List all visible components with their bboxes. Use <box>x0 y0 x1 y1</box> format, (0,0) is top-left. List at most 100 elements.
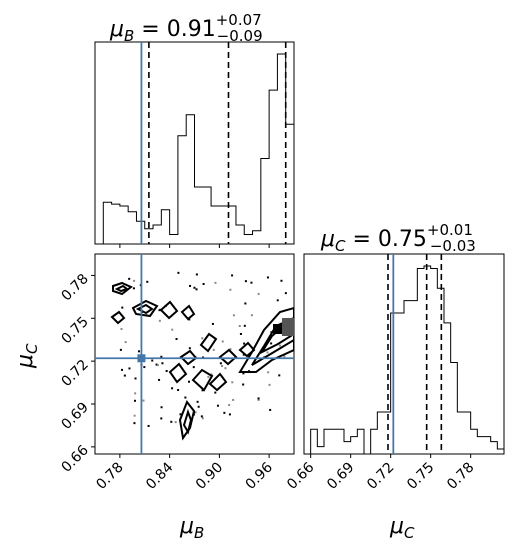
sample-point <box>276 299 279 302</box>
sample-point <box>151 359 154 362</box>
histC-bin <box>377 412 384 454</box>
histB-bin <box>178 136 186 244</box>
sample-point <box>283 355 286 358</box>
sample-point <box>143 366 146 369</box>
histC-bin <box>417 268 424 454</box>
sample-point <box>175 337 178 340</box>
sample-point <box>221 365 224 368</box>
sample-point <box>188 318 191 321</box>
histC-step <box>304 265 504 455</box>
sample-point <box>119 348 122 351</box>
sample-point <box>242 353 245 356</box>
histC-bin <box>457 412 464 454</box>
contour-panel: 0.78 0.84 0.90 0.960.660.690.720.750.78 μB … <box>13 253 295 542</box>
sample-point <box>174 421 177 424</box>
sample-point <box>155 363 158 366</box>
contour-xtick-label: 0.78 <box>93 460 126 493</box>
contour-level <box>251 316 294 366</box>
histB-bin <box>261 159 269 245</box>
contour-frame <box>94 253 295 455</box>
histC-bin <box>357 429 364 454</box>
sample-point <box>266 351 269 354</box>
sample-point <box>267 371 270 374</box>
sample-point <box>216 404 219 407</box>
sample-point <box>160 417 163 420</box>
sample-point <box>189 284 192 287</box>
sample-point <box>128 277 131 280</box>
sample-point <box>284 292 287 295</box>
title-muB-minus: −0.09 <box>217 27 263 45</box>
sample-point <box>243 324 246 327</box>
contour-ytick-label: 0.72 <box>58 357 91 390</box>
sample-point <box>120 328 123 331</box>
xlabel-muB-symbol: μ <box>179 514 194 539</box>
sample-point <box>242 372 245 375</box>
sample-point <box>201 389 204 392</box>
contour-ytick-label: 0.69 <box>58 400 91 433</box>
histB-step <box>95 53 294 245</box>
sample-point <box>229 348 232 351</box>
sample-point <box>158 319 161 322</box>
histB-bin <box>195 187 203 244</box>
sample-point <box>161 362 164 365</box>
contour-level <box>135 303 154 315</box>
histB-bin <box>269 90 277 244</box>
sample-point <box>257 398 260 401</box>
contour-xtick-label: 0.96 <box>243 459 276 492</box>
histC-xtick-label: 0.78 <box>444 460 477 493</box>
sample-point <box>147 424 150 427</box>
contour-level <box>199 332 218 353</box>
contour-level <box>178 399 196 441</box>
contour-level <box>159 300 179 320</box>
sample-point <box>124 341 127 344</box>
histC-bin <box>444 323 451 454</box>
sample-point <box>244 302 247 305</box>
sample-point <box>250 314 253 317</box>
histC-bin <box>471 429 478 454</box>
sample-point <box>238 324 241 327</box>
sample-point <box>146 280 149 283</box>
histC-bin <box>484 437 491 454</box>
sample-point <box>232 398 235 401</box>
contour-level <box>208 372 228 392</box>
sample-point <box>195 273 198 276</box>
histB-bin <box>236 225 244 244</box>
sample-point <box>228 404 231 407</box>
sample-point <box>158 378 161 381</box>
sample-point <box>121 306 124 309</box>
sample-point <box>214 391 217 394</box>
sample-point <box>134 377 137 380</box>
histC-bin <box>431 268 438 454</box>
title-muC-symbol: μ <box>320 227 335 252</box>
histB-bin <box>211 206 219 244</box>
contour-xtick-label: 0.90 <box>193 460 226 493</box>
histC-xtick-label: 0.66 <box>284 459 317 492</box>
contour-fill <box>282 318 294 336</box>
contour-xlabel: μB <box>179 514 204 542</box>
histB-bin <box>161 210 169 244</box>
sample-point <box>179 413 182 416</box>
histC-bin <box>331 429 338 454</box>
sample-point <box>270 342 273 345</box>
sample-point <box>170 420 173 423</box>
histB-bin <box>103 202 111 244</box>
contour-level <box>112 281 133 296</box>
sample-point <box>201 337 204 340</box>
hist-muB-title: μB = 0.91+0.07 −0.09 <box>109 11 263 45</box>
hist-muB-panel: μB = 0.91+0.07 −0.09 <box>94 11 295 248</box>
contour-level <box>259 323 294 355</box>
histC-bin <box>324 429 331 454</box>
sample-point <box>200 415 203 418</box>
title-muB-sub: B <box>124 27 134 45</box>
sample-point <box>177 271 180 274</box>
histC-bin <box>477 437 484 454</box>
title-muC-minus: −0.03 <box>430 237 476 255</box>
contour-level <box>114 284 130 293</box>
title-muC-sub: C <box>335 237 346 255</box>
sample-point <box>158 309 161 312</box>
histC-xlabel: μC <box>389 514 415 542</box>
histB-bin <box>120 206 128 244</box>
contour-peak <box>273 324 283 334</box>
contour-xtick-label: 0.84 <box>143 459 176 492</box>
sample-point <box>229 288 232 291</box>
